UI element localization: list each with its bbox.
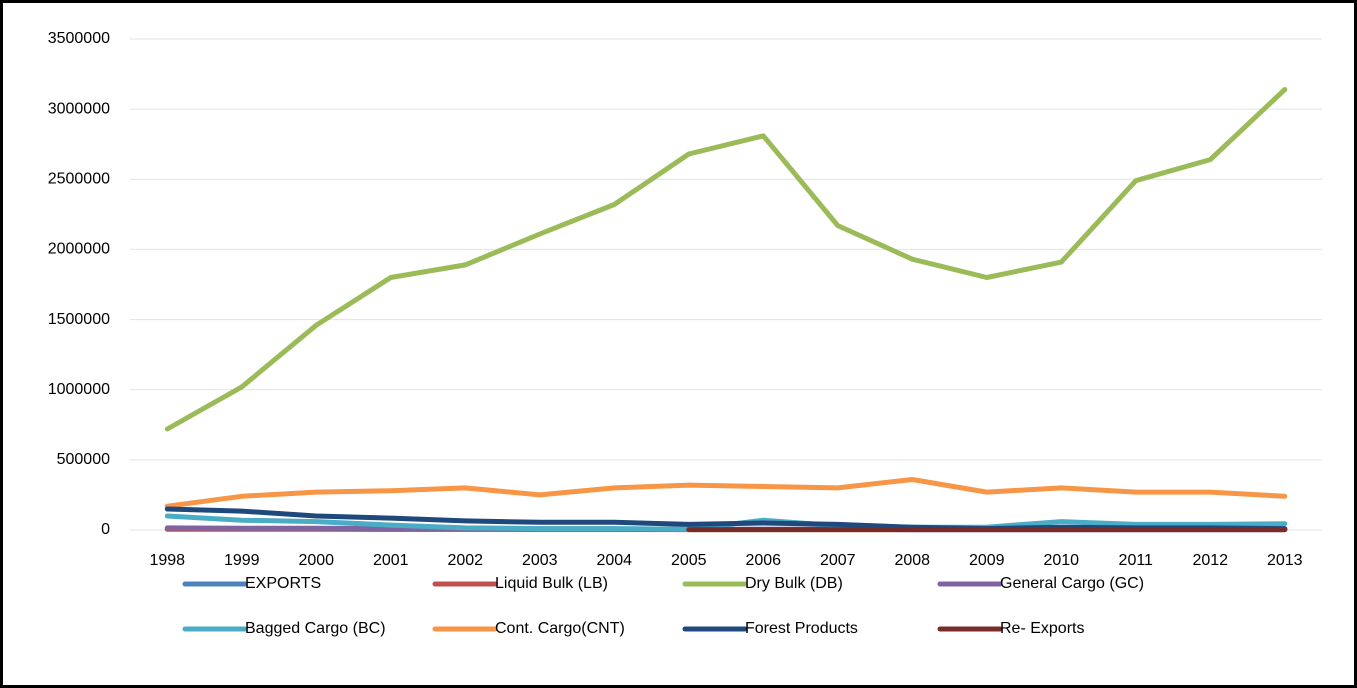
y-tick-label: 3500000 (48, 30, 110, 47)
x-tick-label: 2003 (522, 552, 558, 569)
x-tick-label: 2000 (298, 552, 334, 569)
x-tick-label: 2011 (1119, 552, 1154, 569)
x-tick-label: 2008 (894, 552, 930, 569)
x-tick-label: 2010 (1043, 552, 1079, 569)
legend-label: Dry Bulk (DB) (745, 575, 843, 592)
x-tick-label: 2009 (969, 552, 1005, 569)
legend-label: Liquid Bulk (LB) (495, 575, 608, 592)
legend-label: Forest Products (745, 620, 858, 637)
legend-label: Re- Exports (1000, 620, 1084, 637)
x-tick-label: 2001 (373, 552, 409, 569)
x-tick-label: 1998 (149, 552, 185, 569)
x-tick-label: 2002 (447, 552, 483, 569)
legend-label: Cont. Cargo(CNT) (495, 620, 625, 637)
series-line (164, 477, 1288, 509)
x-tick-label: 2006 (745, 552, 781, 569)
series-line (164, 87, 1288, 432)
y-tick-label: 2000000 (48, 241, 110, 258)
y-tick-label: 1000000 (48, 381, 110, 398)
legend-label: EXPORTS (245, 575, 321, 592)
y-tick-label: 500000 (57, 451, 110, 468)
legend-label: Bagged Cargo (BC) (245, 620, 386, 637)
y-tick-label: 1500000 (48, 311, 110, 328)
x-tick-label: 2013 (1267, 552, 1303, 569)
x-tick-label: 2004 (596, 552, 632, 569)
x-tick-label: 2005 (671, 552, 707, 569)
x-tick-label: 2007 (820, 552, 856, 569)
y-tick-label: 2500000 (48, 171, 110, 188)
x-tick-label: 1999 (224, 552, 260, 569)
x-tick-label: 2012 (1192, 552, 1228, 569)
y-tick-label: 0 (101, 521, 110, 538)
legend-label: General Cargo (GC) (1000, 575, 1144, 592)
y-tick-label: 3000000 (48, 100, 110, 117)
